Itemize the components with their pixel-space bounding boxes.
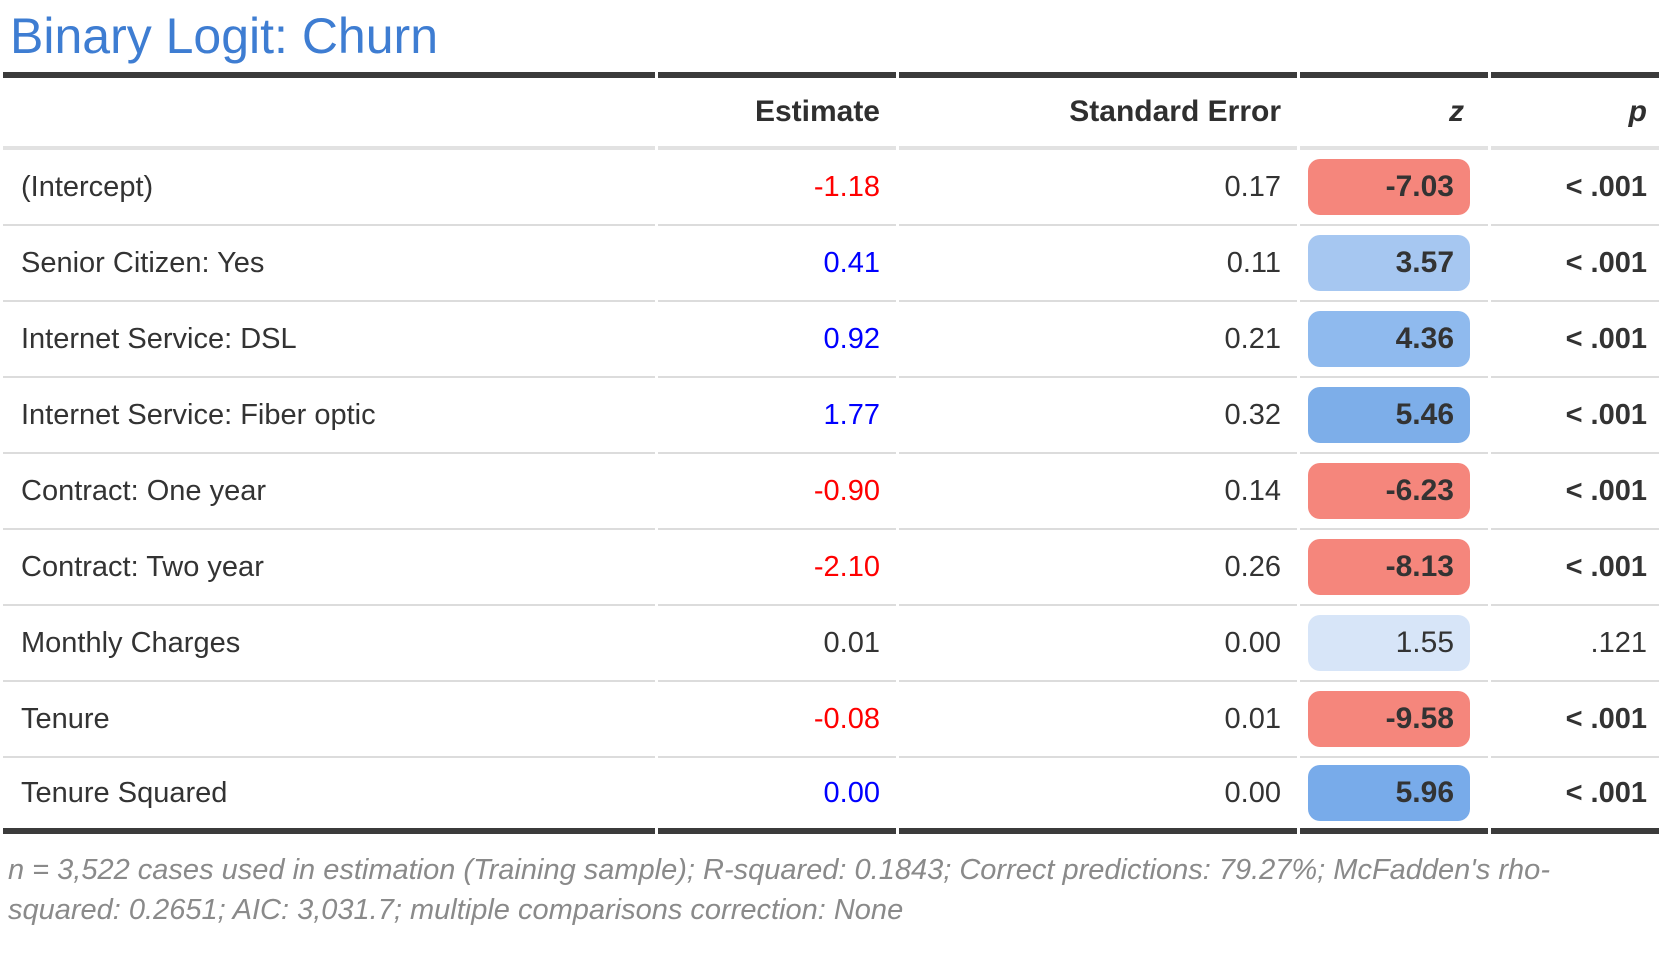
estimate-value: -0.90 <box>658 454 896 530</box>
estimate-value: 0.92 <box>658 302 896 378</box>
z-score-badge: -7.03 <box>1308 159 1470 215</box>
row-label: Internet Service: DSL <box>3 302 655 378</box>
column-header-blank <box>3 72 655 150</box>
z-cell: -8.13 <box>1300 530 1488 606</box>
p-value: .121 <box>1491 606 1659 682</box>
standard-error-value: 0.14 <box>899 454 1297 530</box>
z-score-badge: -6.23 <box>1308 463 1470 519</box>
row-label: Contract: One year <box>3 454 655 530</box>
estimate-value: -2.10 <box>658 530 896 606</box>
standard-error-value: 0.11 <box>899 226 1297 302</box>
p-value: < .001 <box>1491 454 1659 530</box>
standard-error-value: 0.00 <box>899 758 1297 834</box>
standard-error-value: 0.26 <box>899 530 1297 606</box>
regression-table: Estimate Standard Error z p (Intercept) … <box>0 72 1662 834</box>
row-label: Monthly Charges <box>3 606 655 682</box>
estimate-value: -0.08 <box>658 682 896 758</box>
estimate-value: -1.18 <box>658 150 896 226</box>
row-label: Tenure Squared <box>3 758 655 834</box>
row-label: (Intercept) <box>3 150 655 226</box>
standard-error-value: 0.17 <box>899 150 1297 226</box>
standard-error-value: 0.01 <box>899 682 1297 758</box>
z-cell: 4.36 <box>1300 302 1488 378</box>
z-score-badge: -8.13 <box>1308 539 1470 595</box>
table-row: Senior Citizen: Yes 0.41 0.11 3.57 < .00… <box>3 226 1659 302</box>
z-cell: -9.58 <box>1300 682 1488 758</box>
row-label: Senior Citizen: Yes <box>3 226 655 302</box>
z-score-badge: 1.55 <box>1308 615 1470 671</box>
table-row: Tenure -0.08 0.01 -9.58 < .001 <box>3 682 1659 758</box>
estimate-value: 0.00 <box>658 758 896 834</box>
column-header-estimate: Estimate <box>658 72 896 150</box>
column-header-standard-error: Standard Error <box>899 72 1297 150</box>
z-score-badge: 5.46 <box>1308 387 1470 443</box>
p-value: < .001 <box>1491 226 1659 302</box>
table-row: Contract: One year -0.90 0.14 -6.23 < .0… <box>3 454 1659 530</box>
standard-error-value: 0.00 <box>899 606 1297 682</box>
z-score-badge: 3.57 <box>1308 235 1470 291</box>
column-header-p: p <box>1491 72 1659 150</box>
p-value: < .001 <box>1491 302 1659 378</box>
row-label: Internet Service: Fiber optic <box>3 378 655 454</box>
p-value: < .001 <box>1491 682 1659 758</box>
p-value: < .001 <box>1491 150 1659 226</box>
table-row: Tenure Squared 0.00 0.00 5.96 < .001 <box>3 758 1659 834</box>
standard-error-value: 0.32 <box>899 378 1297 454</box>
p-value: < .001 <box>1491 378 1659 454</box>
z-cell: 1.55 <box>1300 606 1488 682</box>
standard-error-value: 0.21 <box>899 302 1297 378</box>
estimate-value: 1.77 <box>658 378 896 454</box>
row-label: Tenure <box>3 682 655 758</box>
header-row: Estimate Standard Error z p <box>3 72 1659 150</box>
footnote: n = 3,522 cases used in estimation (Trai… <box>8 854 1550 927</box>
table-row: Contract: Two year -2.10 0.26 -8.13 < .0… <box>3 530 1659 606</box>
z-cell: 5.96 <box>1300 758 1488 834</box>
estimate-value: 0.01 <box>658 606 896 682</box>
z-cell: -6.23 <box>1300 454 1488 530</box>
table-row: Internet Service: Fiber optic 1.77 0.32 … <box>3 378 1659 454</box>
page-title: Binary Logit: Churn <box>10 8 439 64</box>
p-value: < .001 <box>1491 758 1659 834</box>
table-row: Monthly Charges 0.01 0.00 1.55 .121 <box>3 606 1659 682</box>
estimate-value: 0.41 <box>658 226 896 302</box>
z-score-badge: 4.36 <box>1308 311 1470 367</box>
column-header-z: z <box>1300 72 1488 150</box>
row-label: Contract: Two year <box>3 530 655 606</box>
table-row: (Intercept) -1.18 0.17 -7.03 < .001 <box>3 150 1659 226</box>
z-score-badge: 5.96 <box>1308 765 1470 821</box>
z-score-badge: -9.58 <box>1308 691 1470 747</box>
z-cell: 5.46 <box>1300 378 1488 454</box>
table-row: Internet Service: DSL 0.92 0.21 4.36 < .… <box>3 302 1659 378</box>
z-cell: -7.03 <box>1300 150 1488 226</box>
p-value: < .001 <box>1491 530 1659 606</box>
z-cell: 3.57 <box>1300 226 1488 302</box>
